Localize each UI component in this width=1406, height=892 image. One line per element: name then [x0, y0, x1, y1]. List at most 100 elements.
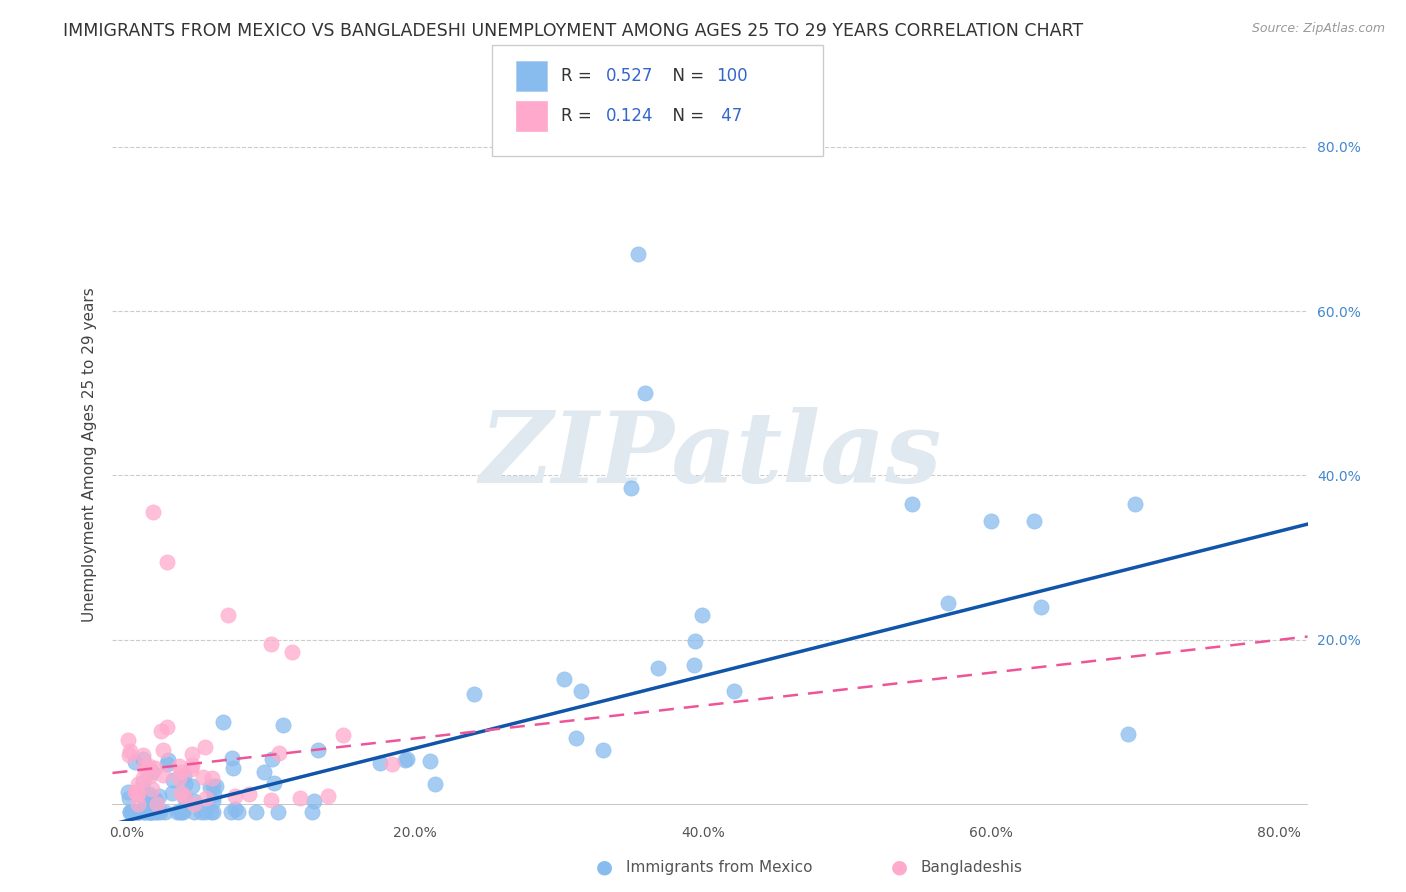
Y-axis label: Unemployment Among Ages 25 to 29 years: Unemployment Among Ages 25 to 29 years [82, 287, 97, 623]
Point [131, 771, 153, 785]
Text: Immigrants from Mexico: Immigrants from Mexico [626, 860, 813, 874]
Point [142, 505, 165, 519]
Point [202, 794, 225, 808]
Point [127, 787, 149, 801]
Point [224, 802, 246, 816]
Point [221, 761, 243, 775]
Point [134, 791, 156, 805]
Point [980, 514, 1002, 528]
Point [170, 786, 193, 800]
Point [271, 718, 294, 732]
Point [138, 805, 160, 820]
Point [627, 246, 650, 260]
Point [156, 555, 179, 569]
Point [212, 715, 235, 730]
Point [263, 776, 285, 790]
Point [117, 733, 139, 747]
Point [128, 805, 150, 820]
Point [620, 481, 643, 495]
Point [142, 791, 165, 805]
Point [167, 771, 190, 785]
Point [226, 805, 249, 820]
Point [183, 794, 205, 808]
Point [139, 797, 162, 812]
Point [423, 777, 446, 791]
Text: Source: ZipAtlas.com: Source: ZipAtlas.com [1251, 22, 1385, 36]
Point [156, 720, 179, 734]
Point [124, 805, 146, 820]
Point [202, 788, 225, 802]
Point [219, 805, 242, 820]
Point [262, 752, 284, 766]
Point [170, 805, 193, 820]
Point [723, 684, 745, 698]
Point [121, 805, 143, 820]
Point [200, 805, 222, 820]
Point [173, 789, 195, 803]
Point [127, 777, 149, 791]
Point [128, 805, 150, 820]
Text: R =: R = [561, 107, 598, 125]
Point [202, 779, 225, 793]
Point [683, 634, 706, 648]
Point [1123, 497, 1146, 511]
Point [288, 790, 311, 805]
Point [463, 687, 485, 701]
Point [166, 805, 188, 820]
Point [118, 805, 141, 820]
Point [194, 805, 217, 820]
Point [135, 805, 157, 820]
Point [419, 755, 441, 769]
Point [148, 789, 170, 804]
Point [134, 760, 156, 774]
Point [190, 805, 212, 820]
Point [180, 747, 202, 762]
Text: Bangladeshis: Bangladeshis [921, 860, 1024, 874]
Point [117, 747, 139, 762]
Point [125, 785, 148, 799]
Point [156, 753, 179, 767]
Point [132, 805, 155, 820]
Point [201, 771, 224, 785]
Text: 0.124: 0.124 [606, 107, 654, 125]
Point [167, 758, 190, 772]
Point [304, 794, 326, 808]
Point [198, 780, 221, 795]
Point [201, 805, 224, 820]
Point [145, 794, 167, 808]
Point [169, 805, 191, 820]
Point [195, 790, 218, 805]
Point [332, 727, 354, 741]
Point [269, 746, 291, 760]
Point [370, 756, 392, 771]
Point [394, 753, 416, 767]
Text: 0.527: 0.527 [606, 67, 654, 85]
Point [381, 757, 404, 772]
Point [129, 804, 152, 818]
Point [152, 743, 174, 757]
Point [143, 805, 166, 820]
Point [180, 762, 202, 776]
Point [592, 743, 614, 757]
Point [183, 805, 205, 820]
Point [138, 759, 160, 773]
Point [647, 661, 669, 675]
Point [132, 747, 155, 762]
Point [136, 787, 159, 801]
Point [138, 803, 160, 817]
Point [127, 805, 149, 820]
Point [136, 761, 159, 775]
Point [224, 789, 246, 803]
Point [118, 744, 141, 758]
Point [1031, 599, 1053, 614]
Point [125, 805, 148, 820]
Point [149, 723, 172, 738]
Text: ZIPatlas: ZIPatlas [479, 407, 941, 503]
Point [395, 752, 418, 766]
Point [132, 774, 155, 789]
Point [131, 752, 153, 766]
Point [117, 785, 139, 799]
Point [139, 769, 162, 783]
Point [301, 805, 323, 820]
Point [124, 755, 146, 769]
